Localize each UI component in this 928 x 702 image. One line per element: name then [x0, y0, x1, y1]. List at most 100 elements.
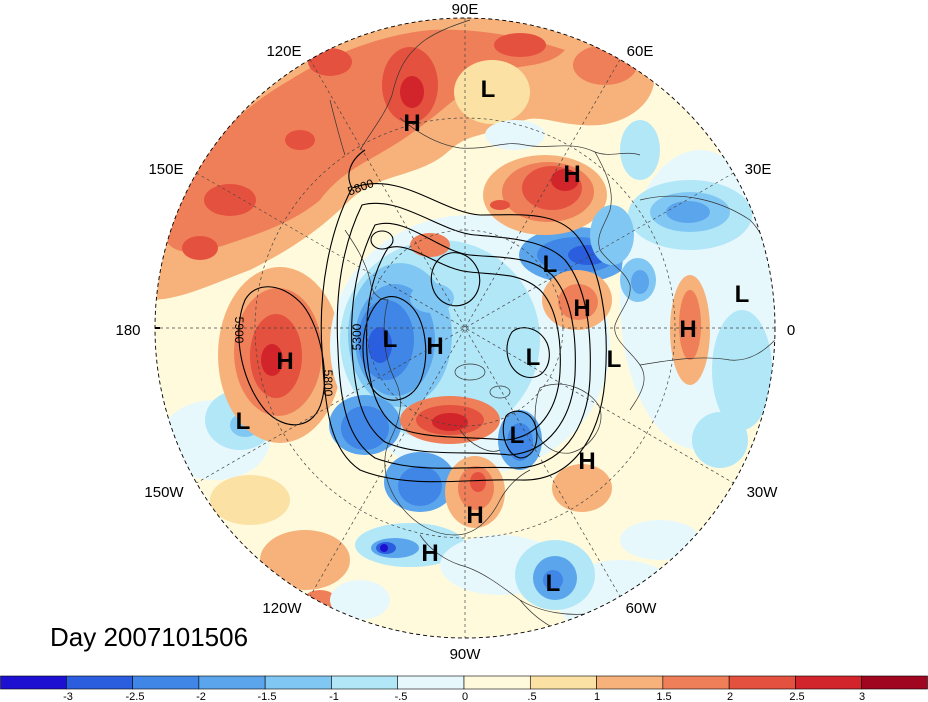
- colorbar-swatch: [264, 675, 332, 690]
- low-pressure-label: L: [383, 326, 398, 353]
- high-pressure-label: H: [563, 161, 580, 188]
- height-contour: [351, 222, 576, 456]
- anomaly-patch: [490, 200, 510, 210]
- high-pressure-label: H: [421, 540, 438, 567]
- colorbar-label: -.5: [395, 691, 408, 702]
- anomaly-patch: [398, 466, 442, 506]
- anomaly-patch: [432, 413, 468, 431]
- colorbar-swatch: [132, 675, 200, 690]
- anomaly-patch: [666, 201, 710, 223]
- longitude-label-120e: 120E: [266, 43, 301, 60]
- height-contour: [348, 149, 366, 189]
- longitude-label-60w: 60W: [626, 600, 658, 617]
- colorbar-swatch: [65, 675, 133, 690]
- anomaly-patch: [341, 406, 389, 450]
- colorbar-label: 2: [727, 691, 733, 702]
- colorbar-swatch: [662, 675, 730, 690]
- height-contour: [336, 202, 591, 469]
- coastline: [534, 383, 602, 454]
- meridian-line: [309, 59, 621, 597]
- colorbar: -3 -2.5 -2 -1.5 -1 -.5 0 .5 1 1.5 2 2.5 …: [0, 675, 928, 702]
- anomaly-patch: [620, 520, 700, 560]
- height-contour: [320, 183, 607, 483]
- anomaly-patch: [679, 290, 701, 360]
- anomaly-patch: [590, 205, 634, 265]
- anomaly-patch: [558, 284, 598, 320]
- anomaly-patch: [470, 472, 486, 492]
- colorbar-label: -2: [196, 691, 206, 702]
- latitude-circle: [254, 117, 676, 539]
- anomaly-patch: [410, 233, 450, 257]
- contour-label: 5900: [232, 317, 246, 344]
- anomaly-patch: [210, 475, 290, 525]
- colorbar-label: -1.5: [258, 691, 277, 702]
- coastline: [359, 19, 471, 151]
- anomaly-patch: [285, 130, 315, 150]
- low-pressure-label: L: [607, 346, 622, 373]
- anomaly-patch: [260, 530, 350, 590]
- colorbar-label: 0: [462, 691, 468, 702]
- anomaly-patch: [494, 33, 546, 57]
- height-contour: [238, 286, 326, 426]
- colorbar-label: 3: [859, 691, 865, 702]
- coastline: [344, 229, 531, 536]
- anomaly-patch: [261, 344, 283, 376]
- longitude-label-180: 180: [115, 322, 140, 339]
- longitude-label-30e: 30E: [745, 161, 772, 178]
- colorbar-label: .5: [527, 691, 536, 702]
- high-pressure-label: H: [573, 295, 590, 322]
- colorbar-label: 1.5: [656, 691, 671, 702]
- colorbar-label: 2.5: [789, 691, 804, 702]
- colorbar-swatch: [463, 675, 531, 690]
- low-pressure-label: L: [735, 281, 750, 308]
- low-pressure-label: L: [546, 570, 561, 597]
- colorbar-label: 1: [594, 691, 600, 702]
- height-contour: [362, 296, 427, 401]
- meridian-line: [196, 172, 734, 484]
- anomaly-patch: [620, 120, 660, 180]
- coastline: [419, 534, 601, 615]
- anomaly-patch: [330, 580, 390, 620]
- coastline: [459, 429, 501, 452]
- high-pressure-label: H: [426, 333, 443, 360]
- contour-label: 5800: [321, 370, 335, 397]
- height-contour: [502, 410, 538, 459]
- coastline: [489, 385, 511, 399]
- low-pressure-label: L: [510, 422, 525, 449]
- high-pressure-label: H: [276, 348, 293, 375]
- height-contour: [370, 230, 394, 250]
- low-pressure-label: L: [236, 408, 251, 435]
- colorbar-label: -2.5: [126, 691, 145, 702]
- anomaly-patch: [485, 120, 545, 150]
- coastline: [454, 363, 486, 381]
- height-contour: [506, 327, 550, 378]
- longitude-label-90e: 90E: [452, 1, 479, 18]
- longitude-label-90w: 90W: [450, 646, 482, 663]
- colorbar-swatch: [0, 675, 67, 690]
- high-pressure-label: H: [403, 110, 420, 137]
- colorbar-swatch: [861, 675, 928, 690]
- anomaly-patch: [543, 570, 563, 590]
- contour-label: 5300: [350, 323, 364, 350]
- height-contour: [430, 252, 481, 307]
- low-pressure-label: L: [543, 251, 558, 278]
- anomaly-patch: [204, 184, 256, 216]
- low-pressure-label: L: [526, 344, 541, 371]
- high-pressure-label: H: [679, 316, 696, 343]
- colorbar-swatch: [596, 675, 664, 690]
- anomaly-patch: [692, 412, 748, 468]
- anomaly-field: [155, 18, 775, 638]
- coastline: [399, 117, 641, 156]
- longitude-label-30w: 30W: [747, 484, 779, 501]
- anomaly-patch: [308, 48, 352, 76]
- low-pressure-label: L: [481, 76, 496, 103]
- colorbar-swatch: [728, 675, 796, 690]
- colorbar-swatch: [795, 675, 863, 690]
- colorbar-swatch: [397, 675, 465, 690]
- meridian-line: [309, 59, 621, 597]
- colorbar-label: -1: [329, 691, 339, 702]
- colorbar-swatch: [529, 675, 597, 690]
- anomaly-patch: [712, 310, 772, 430]
- coastline: [639, 339, 775, 366]
- plot-title: Day 2007101506: [50, 622, 248, 652]
